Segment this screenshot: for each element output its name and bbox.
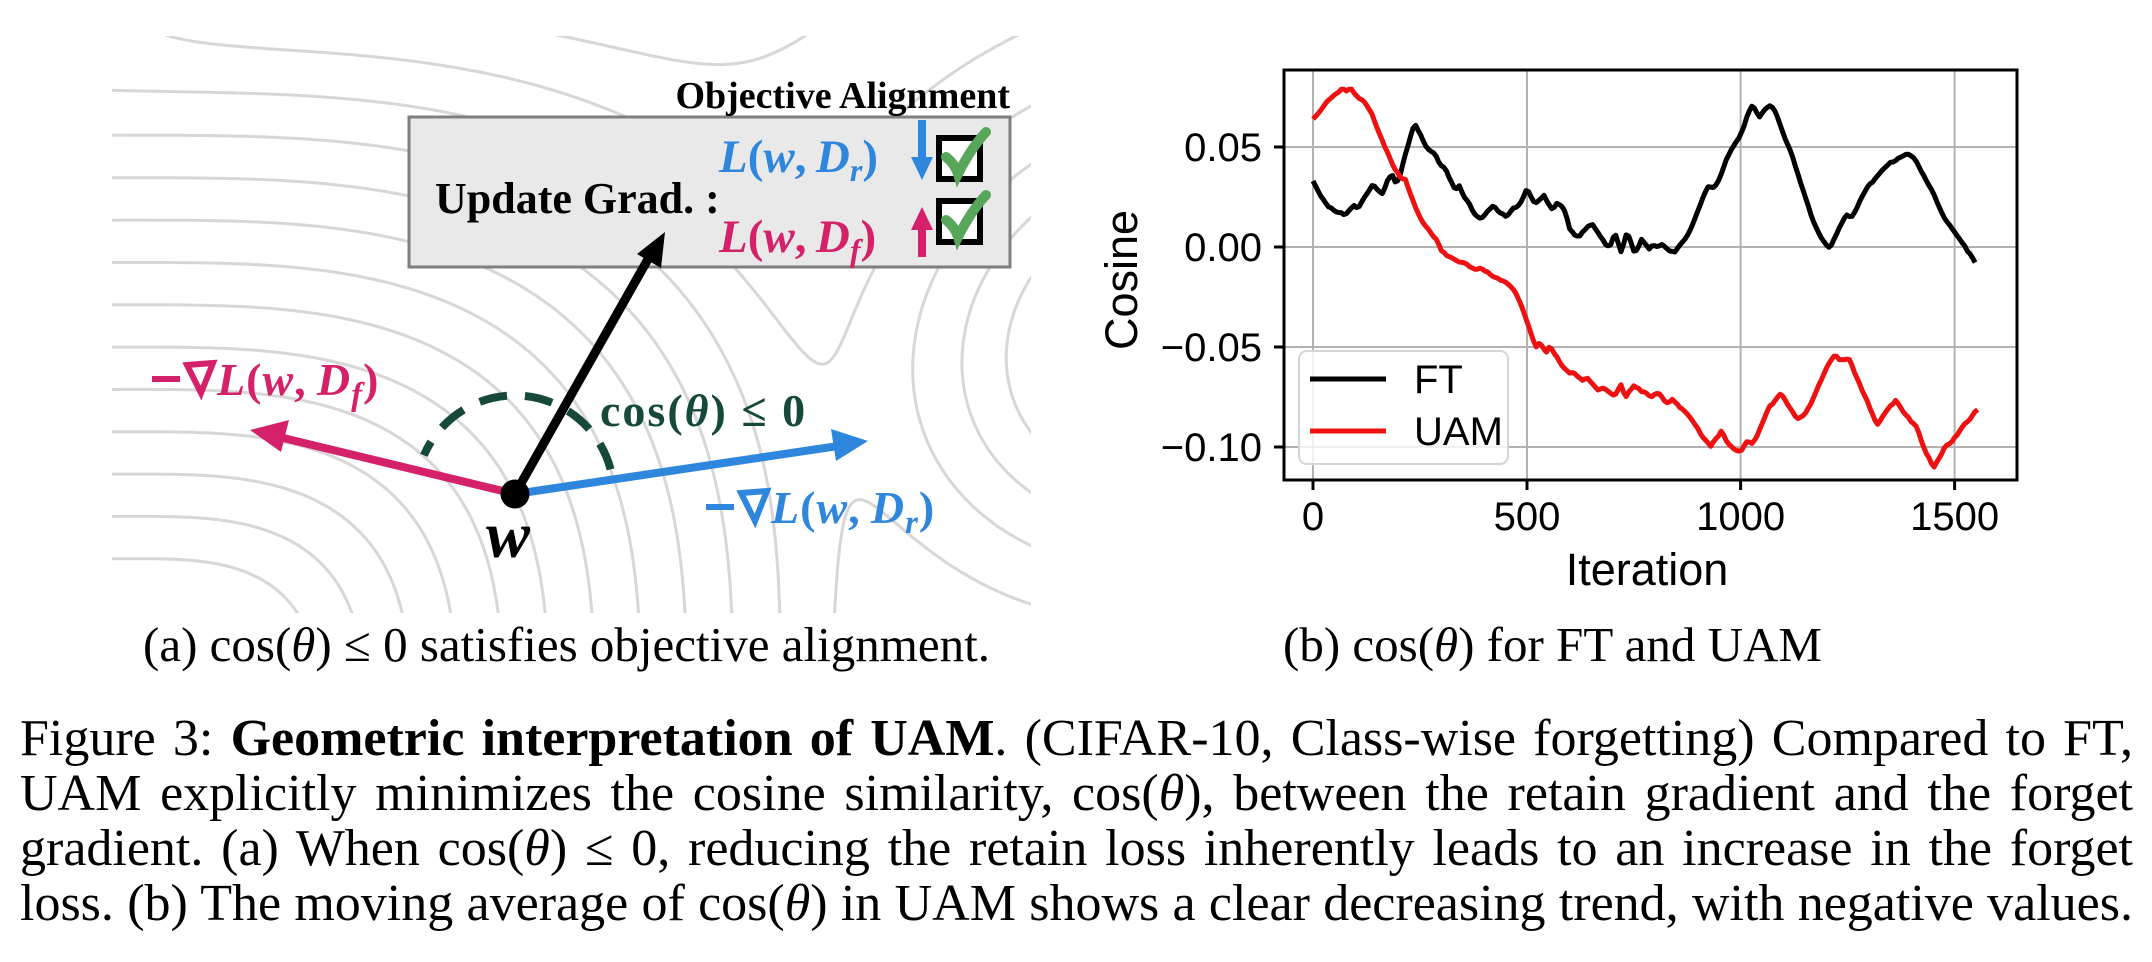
svg-text:L(w, Dr): L(w, Dr) — [718, 131, 878, 188]
svg-text:L(w, Df): L(w, Df) — [718, 211, 876, 268]
svg-text:UAM: UAM — [1414, 410, 1503, 454]
svg-text:Objective Alignment: Objective Alignment — [675, 75, 1010, 117]
svg-text:Iteration: Iteration — [1566, 544, 1729, 595]
svg-text:L(w, Dr): L(w, Dr) — [770, 482, 935, 541]
svg-text:L(w, Df): L(w, Df) — [216, 354, 379, 413]
svg-text:1000: 1000 — [1696, 495, 1785, 539]
svg-text:0.05: 0.05 — [1184, 126, 1262, 170]
svg-text:w: w — [486, 499, 531, 572]
svg-text:cos(θ) ≤ 0: cos(θ) ≤ 0 — [600, 385, 807, 436]
svg-text:0.00: 0.00 — [1184, 226, 1262, 270]
svg-text:−0.05: −0.05 — [1161, 326, 1262, 370]
svg-text:0: 0 — [1302, 495, 1324, 539]
svg-text:−0.10: −0.10 — [1161, 426, 1262, 470]
svg-text:1500: 1500 — [1910, 495, 1999, 539]
svg-text:FT: FT — [1414, 358, 1463, 402]
svg-text:500: 500 — [1494, 495, 1561, 539]
svg-text:Update Grad. :: Update Grad. : — [435, 174, 720, 223]
